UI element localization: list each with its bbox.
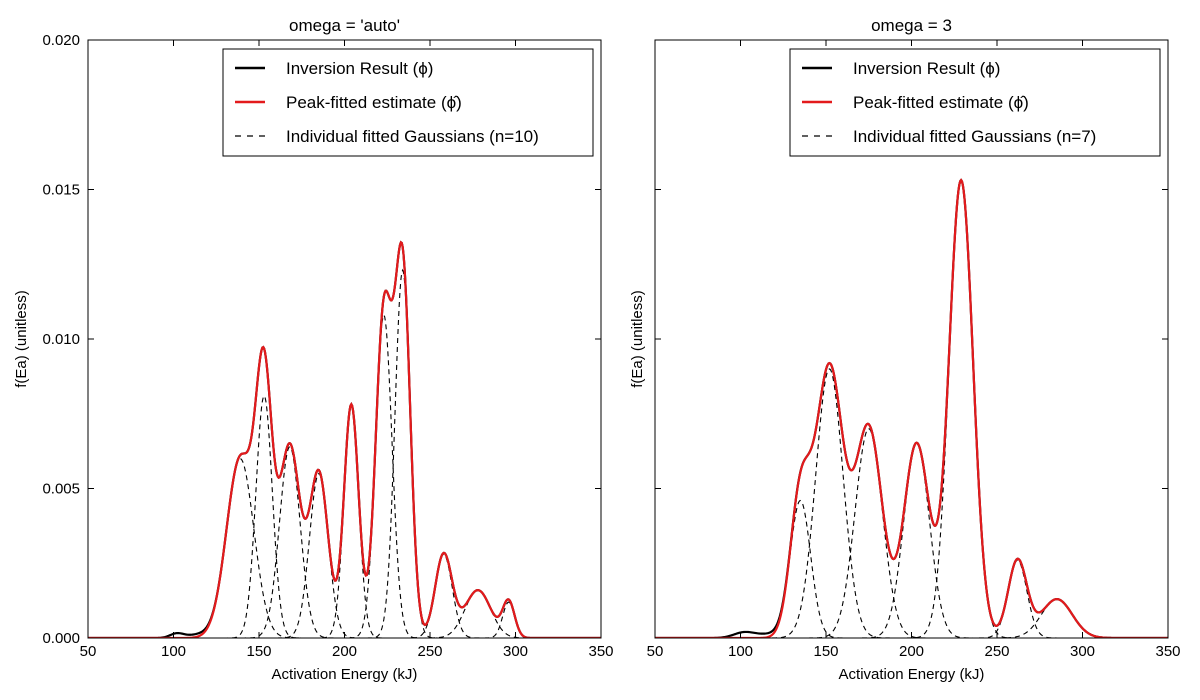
x-tick-label: 50 xyxy=(80,643,97,660)
y-tick-label: 0.020 xyxy=(42,32,80,49)
chart-title: omega = 3 xyxy=(871,16,952,35)
gaussian-component-5 xyxy=(88,403,601,638)
x-tick-label: 300 xyxy=(503,643,528,660)
inversion-result-line xyxy=(88,240,601,638)
x-tick-label: 100 xyxy=(728,643,753,660)
x-tick-label: 150 xyxy=(813,643,838,660)
x-axis-label: Activation Energy (kJ) xyxy=(839,666,985,683)
x-tick-label: 250 xyxy=(984,643,1009,660)
x-tick-label: 200 xyxy=(332,643,357,660)
gaussian-component-4 xyxy=(655,443,1168,638)
legend-label-1: Inversion Result (ϕ) xyxy=(853,59,1000,78)
x-tick-label: 100 xyxy=(161,643,186,660)
gaussian-component-2 xyxy=(655,368,1168,638)
x-axis-label: Activation Energy (kJ) xyxy=(272,666,418,683)
y-tick-label: 0.000 xyxy=(42,630,80,647)
x-tick-label: 300 xyxy=(1070,643,1095,660)
legend-label-1: Inversion Result (ϕ) xyxy=(286,59,433,78)
legend-box xyxy=(222,48,594,157)
gaussian-component-2 xyxy=(88,394,601,638)
x-tick-label: 200 xyxy=(899,643,924,660)
chart-panel-2: 50 100 150 200 250 300 350 omega = 3 Activation … xyxy=(629,16,1181,683)
x-tick-label: 50 xyxy=(647,643,664,660)
y-axis-label: f(Ea) (unitless) xyxy=(629,290,646,388)
y-tick-label: 0.015 xyxy=(42,182,80,199)
gaussian-component-5 xyxy=(655,179,1168,638)
legend-label-2: Peak-fitted estimate (ϕ̂) xyxy=(286,93,462,112)
y-tick-label: 0.005 xyxy=(42,481,80,498)
plot-area xyxy=(655,178,1168,638)
legend-label-2: Peak-fitted estimate (ϕ̂) xyxy=(853,93,1029,112)
gaussian-component-6 xyxy=(655,559,1168,638)
gaussian-component-7 xyxy=(88,268,601,638)
x-tick-label: 250 xyxy=(417,643,442,660)
y-axis-label: f(Ea) (unitless) xyxy=(13,290,30,388)
plot-area xyxy=(88,240,601,638)
gaussian-component-1 xyxy=(655,499,1168,638)
legend: Inversion Result (ϕ) Peak-fitted estimate… xyxy=(789,48,1161,157)
legend-box xyxy=(789,48,1161,157)
legend-label-3: Individual fitted Gaussians (n=10) xyxy=(286,127,539,146)
gaussian-component-8 xyxy=(88,553,601,638)
legend-label-3: Individual fitted Gaussians (n=7) xyxy=(853,127,1096,146)
y-tick-label: 0.010 xyxy=(42,331,80,348)
gaussian-component-9 xyxy=(88,589,601,638)
chart-panel-1: 50 100 150 200 250 300 350 0.000 0.005 0.010 0.015… xyxy=(13,16,614,683)
peak-fitted-estimate-line xyxy=(655,178,1168,638)
peak-fitted-estimate-line xyxy=(88,240,601,638)
x-tick-label: 350 xyxy=(1155,643,1180,660)
inversion-result-line xyxy=(655,178,1168,638)
x-tick-label: 350 xyxy=(588,643,613,660)
x-tick-label: 150 xyxy=(246,643,271,660)
legend: Inversion Result (ϕ) Peak-fitted estimate… xyxy=(222,48,594,157)
chart-title: omega = 'auto' xyxy=(289,16,400,35)
